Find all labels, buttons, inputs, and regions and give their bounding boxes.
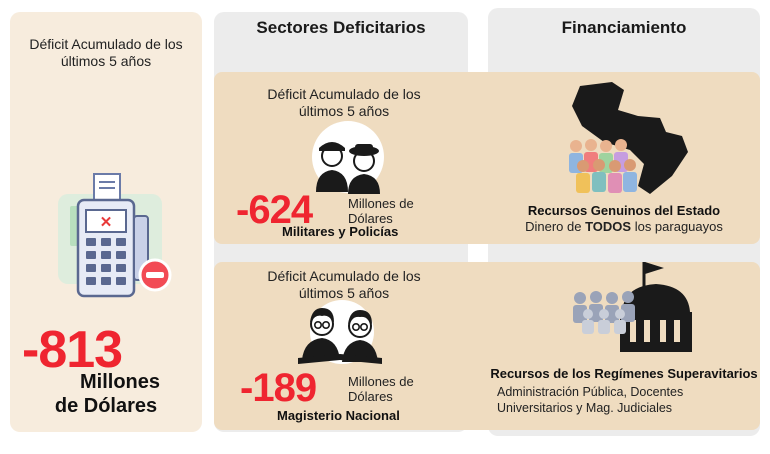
caption-line: Déficit Acumulado de los: [267, 268, 421, 284]
paraguay-map-icon: [572, 82, 688, 194]
unit-line: de Dólares: [54, 395, 158, 417]
subtitle-emphasis: TODOS: [585, 219, 632, 234]
total-deficit-amount: -813: [22, 321, 123, 379]
crowd-icon: [573, 291, 635, 334]
teachers-deficit-unit: Millones de Dólares: [348, 374, 414, 404]
military-deficit-unit: Millones de Dólares: [348, 196, 414, 226]
military-sector-label: Militares y Policías: [282, 224, 399, 239]
military-deficit-amount: -624: [236, 188, 313, 232]
total-deficit-caption: Déficit Acumulado de los últimos 5 años: [10, 36, 202, 70]
total-deficit-unit: Millones de Dólares: [10, 370, 202, 418]
unit-line: Dólares: [348, 211, 393, 226]
unit-line: Millones: [79, 371, 160, 393]
description-line: Administración Pública, Docentes: [497, 385, 684, 399]
surplus-resources-description: Administración Pública, Docentes Univers…: [497, 384, 683, 416]
military-deficit-caption: Déficit Acumulado de los últimos 5 años: [244, 86, 444, 120]
caption-line: Déficit Acumulado de los: [29, 36, 183, 52]
caption-line: últimos 5 años: [298, 285, 390, 301]
genuine-resources-subtitle: Dinero de TODOS los paraguayos: [488, 219, 760, 234]
description-line: Universitarios y Mag. Judiciales: [497, 401, 673, 415]
government-building-icon: [620, 262, 692, 352]
caption-line: últimos 5 años: [60, 53, 152, 69]
genuine-resources-title: Recursos Genuinos del Estado: [527, 203, 721, 218]
minus-badge-icon: [138, 258, 172, 292]
subtitle-part: los paraguayos: [631, 219, 723, 234]
sectors-title: Sectores Deficitarios: [256, 18, 426, 37]
caption-line: Déficit Acumulado de los: [267, 86, 421, 102]
teachers-deficit-caption: Déficit Acumulado de los últimos 5 años: [244, 268, 444, 302]
teachers-sector-label: Magisterio Nacional: [277, 408, 400, 423]
unit-line: Millones de: [348, 374, 414, 389]
teachers-icon: [298, 300, 382, 364]
total-deficit-panel: Déficit Acumulado de los últimos 5 años …: [10, 12, 202, 432]
subtitle-part: Dinero de: [525, 219, 586, 234]
teachers-deficit-amount: -189: [240, 366, 317, 410]
military-police-icon: [312, 121, 384, 194]
unit-line: Millones de: [348, 196, 414, 211]
crowd-icon: [569, 139, 637, 193]
surplus-resources-title: Recursos de los Regímenes Superavitarios: [490, 366, 758, 381]
financing-title: Financiamiento: [561, 18, 687, 37]
unit-line: Dólares: [348, 389, 393, 404]
svg-text:✕: ✕: [100, 214, 113, 231]
caption-line: últimos 5 años: [298, 103, 390, 119]
